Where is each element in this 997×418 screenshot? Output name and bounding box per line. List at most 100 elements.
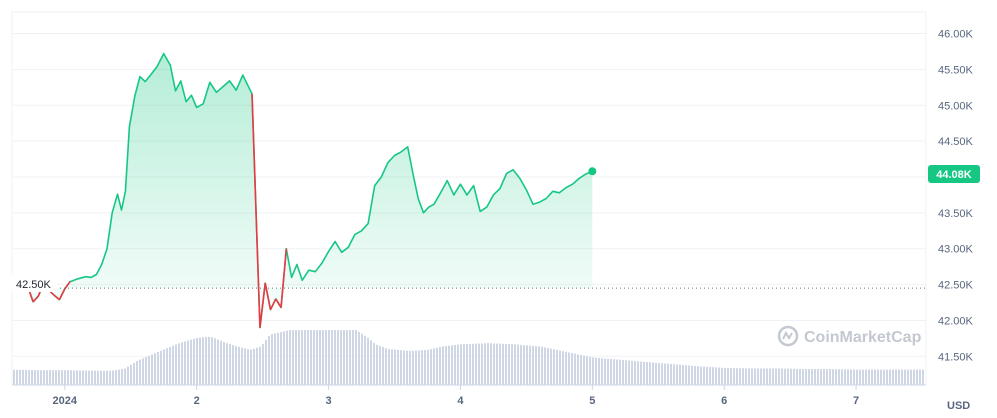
volume-bar: [550, 348, 552, 385]
volume-bar: [316, 330, 318, 385]
volume-bar: [304, 330, 306, 385]
volume-bar: [238, 346, 240, 385]
volume-bar: [40, 370, 42, 385]
volume-bar: [205, 337, 207, 385]
volume-bar: [589, 356, 591, 385]
volume-bar: [172, 345, 174, 385]
price-segment-below: [53, 294, 60, 301]
x-axis: 2024 2 3 4 5 6 7: [12, 384, 926, 407]
volume-bar: [685, 365, 687, 385]
volume-bar: [250, 349, 252, 385]
volume-bar: [748, 368, 750, 385]
volume-bar: [787, 368, 789, 385]
volume-bar: [613, 359, 615, 385]
volume-bar: [472, 343, 474, 385]
volume-bar: [889, 369, 891, 385]
volume-bar: [451, 345, 453, 385]
volume-bar: [736, 368, 738, 385]
volume-bar: [268, 335, 270, 385]
volume-bar: [538, 346, 540, 385]
volume-bar: [82, 370, 84, 385]
volume-bar: [922, 369, 924, 385]
volume-bar: [658, 362, 660, 385]
volume-bar: [712, 367, 714, 385]
x-tick-label: 6: [721, 395, 727, 407]
volume-bar: [835, 369, 837, 385]
volume-bar: [412, 350, 414, 385]
volume-bar: [334, 330, 336, 385]
volume-bar: [535, 346, 537, 385]
volume-bar: [181, 342, 183, 385]
volume-bar: [319, 330, 321, 385]
volume-bar: [598, 357, 600, 385]
currency-unit: USD: [947, 400, 970, 412]
current-price-label: 44.08K: [936, 169, 972, 181]
price-segment-below: [251, 93, 261, 328]
y-tick-label: 45.00K: [938, 100, 974, 112]
volume-bar: [910, 369, 912, 385]
volume-bar: [586, 356, 588, 385]
volume-bar: [721, 367, 723, 385]
volume-bar: [769, 368, 771, 385]
volume-bar: [388, 349, 390, 385]
volume-bar: [754, 368, 756, 385]
volume-bar: [646, 361, 648, 385]
x-tick-label: 7: [853, 395, 859, 407]
volume-bar: [136, 361, 138, 385]
coinmarketcap-watermark: CoinMarketCap: [777, 325, 922, 347]
volume-bar: [337, 330, 339, 385]
price-segment-below: [269, 298, 277, 311]
volume-bar: [871, 369, 873, 385]
volume-bar: [400, 350, 402, 385]
volume-bar: [493, 343, 495, 385]
volume-bar: [460, 344, 462, 385]
x-tick-label: 3: [325, 395, 331, 407]
volume-bar: [694, 365, 696, 385]
volume-bar: [130, 364, 132, 385]
volume-bar: [406, 350, 408, 385]
volume-bar: [157, 352, 159, 385]
volume-bar: [745, 368, 747, 385]
volume-bar: [457, 344, 459, 385]
volume-bar: [142, 358, 144, 385]
volume-bar: [592, 357, 594, 385]
price-segment-below: [58, 288, 66, 300]
volume-bar: [223, 342, 225, 385]
volume-bar: [892, 369, 894, 385]
volume-bar: [865, 369, 867, 385]
volume-bar: [385, 348, 387, 385]
price-area-fill: [14, 53, 593, 328]
y-axis: 46.00K45.50K45.00K44.50K44.00K43.50K43.0…: [938, 29, 974, 364]
volume-bar: [49, 370, 51, 385]
price-segment-below: [259, 283, 267, 328]
volume-bar: [262, 343, 264, 385]
volume-bar: [415, 350, 417, 385]
volume-bar: [190, 339, 192, 385]
y-tick-label: 45.50K: [938, 64, 974, 76]
volume-bar: [379, 345, 381, 385]
volume-bar: [895, 369, 897, 385]
volume-bar: [700, 366, 702, 385]
volume-bar: [91, 370, 93, 385]
volume-bar: [784, 368, 786, 385]
reference-label-bg: [9, 275, 57, 292]
volume-bar: [778, 368, 780, 385]
volume-bar: [898, 369, 900, 385]
volume-bar: [37, 370, 39, 385]
volume-bar: [115, 370, 117, 385]
volume-bar: [826, 369, 828, 385]
volume-bar: [370, 340, 372, 385]
volume-bar: [439, 346, 441, 385]
volume-bar: [280, 331, 282, 385]
volume-bar: [445, 346, 447, 385]
volume-bar: [808, 369, 810, 385]
volume-bar: [862, 369, 864, 385]
volume-bar: [253, 348, 255, 385]
volume-bar: [703, 366, 705, 385]
volume-bar: [832, 369, 834, 385]
volume-bar: [187, 340, 189, 385]
volume-bar: [217, 339, 219, 385]
volume-bar: [298, 330, 300, 385]
volume-bar: [295, 330, 297, 385]
volume-bar: [145, 357, 147, 385]
